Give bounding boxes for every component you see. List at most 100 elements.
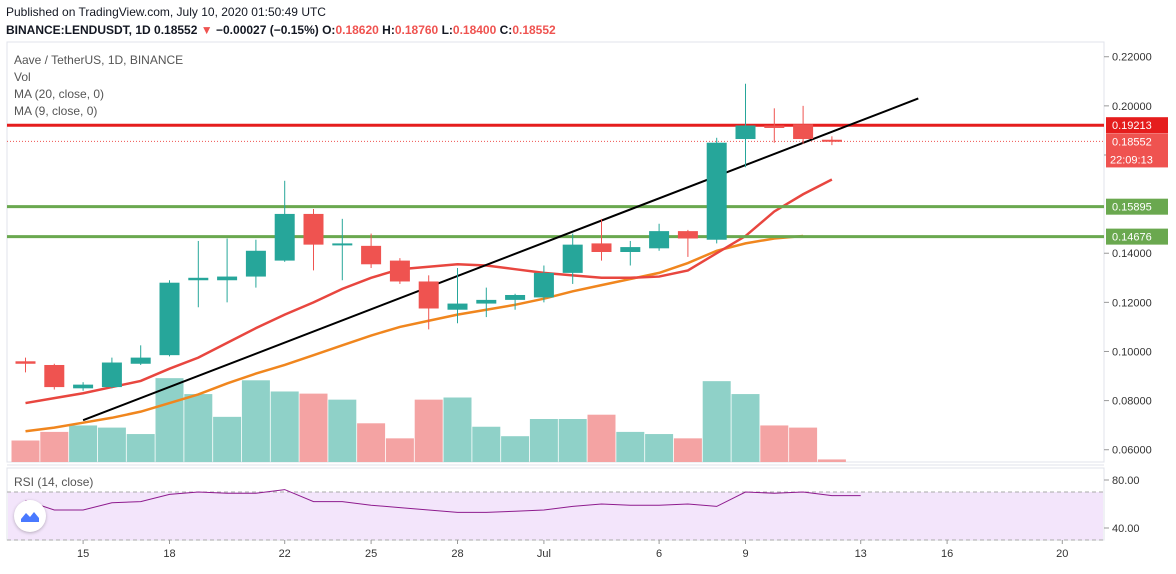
candle-body <box>15 361 36 364</box>
ma9-line <box>25 178 833 405</box>
volume-bar <box>357 423 386 462</box>
rsi-band <box>8 492 1103 540</box>
rsi-tick-label: 40.00 <box>1112 523 1140 535</box>
candle-body <box>735 125 756 140</box>
legend-ma20: MA (20, close, 0) <box>14 87 105 101</box>
volume-bar <box>97 427 126 462</box>
candle-body <box>562 244 583 273</box>
time-tick-label: 16 <box>941 548 953 560</box>
volume-bar <box>616 431 645 462</box>
candle-body <box>591 243 612 252</box>
close-value: 0.18552 <box>512 23 556 37</box>
candle-body <box>418 281 439 309</box>
volume-bar <box>645 434 674 462</box>
high-value: 0.18760 <box>394 23 439 37</box>
volume-bar <box>789 427 818 462</box>
price-tick-label: 0.20000 <box>1112 101 1152 113</box>
price-change: −0.00027 (−0.15%) <box>216 23 319 37</box>
candle-body <box>476 299 497 304</box>
candle-body <box>620 247 641 252</box>
volume-bar <box>673 438 702 462</box>
time-tick-label: 6 <box>656 548 662 560</box>
candle-body <box>361 245 382 265</box>
open-label: O: <box>322 23 336 37</box>
volume-bar <box>558 419 587 462</box>
volume-bar <box>328 399 357 462</box>
volume-bar <box>760 425 789 462</box>
time-tick-label: 9 <box>742 548 748 560</box>
time-tick-label: 13 <box>855 548 867 560</box>
legend-ma9: MA (9, close, 0) <box>14 104 98 118</box>
candle-body <box>217 276 238 281</box>
price-tick-label: 0.08000 <box>1112 396 1152 408</box>
volume-bar <box>126 434 155 462</box>
candle-body <box>821 139 842 142</box>
candle-body <box>159 282 180 356</box>
candle-body <box>73 384 94 389</box>
volume-bar <box>731 394 760 462</box>
legend-rsi: RSI (14, close) <box>14 475 94 489</box>
published-note: Published on TradingView.com, July 10, 2… <box>6 5 326 19</box>
legend-title: Aave / TetherUS, 1D, BINANCE <box>14 53 184 67</box>
current-price-label-bg <box>1106 133 1168 168</box>
ma20-line <box>25 234 804 433</box>
time-tick-label: 20 <box>1056 548 1068 560</box>
time-tick-label: 18 <box>163 548 175 560</box>
time-tick-label: Jul <box>537 548 551 560</box>
candle-body <box>533 272 554 298</box>
legend-vol: Vol <box>14 70 31 84</box>
price-tick-label: 0.12000 <box>1112 297 1152 309</box>
price-tick-label: 0.22000 <box>1112 52 1152 64</box>
down-arrow-icon: ▼ <box>200 23 213 37</box>
price-tick-label: 0.14000 <box>1112 248 1152 260</box>
volume-bar <box>385 438 414 462</box>
candle-body <box>764 125 785 128</box>
low-value: 0.18400 <box>452 23 497 37</box>
time-tick-label: 25 <box>365 548 377 560</box>
candle-body <box>303 213 324 245</box>
volume-bar <box>11 440 40 462</box>
trendline <box>82 97 919 422</box>
volume-bar <box>587 414 616 462</box>
time-tick-label: 28 <box>451 548 463 560</box>
candle-body <box>649 231 670 249</box>
support-price-label: 0.15895 <box>1112 202 1152 214</box>
high-label: H: <box>382 23 395 37</box>
volume-bar <box>501 436 530 462</box>
rsi-tick-label: 80.00 <box>1112 475 1140 487</box>
resistance-price-label: 0.19213 <box>1112 120 1152 132</box>
volume-bar <box>213 416 242 462</box>
open-value: 0.18620 <box>335 23 379 37</box>
candle-body <box>274 213 295 261</box>
close-label: C: <box>499 23 513 37</box>
time-tick-label: 22 <box>279 548 291 560</box>
current-price-label-countdown: 22:09:13 <box>1110 154 1153 166</box>
volume-bar <box>299 393 328 462</box>
support-price-label: 0.14676 <box>1112 232 1152 244</box>
volume-bar <box>414 399 443 462</box>
price-tick-label: 0.06000 <box>1112 445 1152 457</box>
resistance-price-label-bg <box>1106 117 1168 134</box>
volume-bar <box>40 431 69 462</box>
tradingview-logo-icon[interactable] <box>14 500 46 532</box>
candle-body <box>389 260 410 282</box>
volume-bar <box>443 397 472 462</box>
candle-body <box>332 243 353 246</box>
candle-body <box>188 277 209 281</box>
current-price-label: 0.18552 <box>1112 136 1152 148</box>
candle-body <box>101 362 122 388</box>
volume-bar <box>155 378 184 462</box>
volume-bar <box>184 394 213 462</box>
candle-body <box>505 294 526 300</box>
support-price-label-bg <box>1106 228 1168 245</box>
last-price: 0.18552 <box>154 23 198 37</box>
candle-body <box>793 124 814 140</box>
candle-body <box>245 250 266 277</box>
volume-bar <box>472 426 501 462</box>
volume-bar <box>817 459 846 462</box>
volume-bar <box>241 380 270 462</box>
rsi-line <box>25 489 861 513</box>
volume-bar <box>529 419 558 462</box>
candle-body <box>130 357 151 364</box>
